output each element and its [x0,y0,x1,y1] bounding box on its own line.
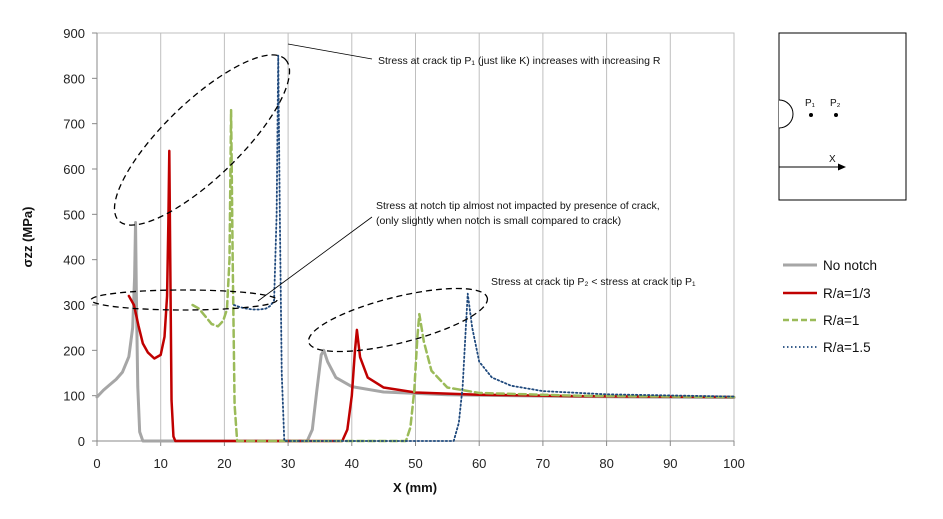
x-axis-title: X (mm) [393,480,437,495]
inset-notch [778,99,794,129]
x-tick-label: 90 [663,456,677,471]
series-line-r-a-1 [191,108,736,443]
legend-label-no-notch: No notch [823,258,877,273]
x-tick-label: 0 [93,456,100,471]
inset-schematic: P₁ P₂ X [778,32,907,201]
annotation-ellipse-crack-tip-p2 [307,287,489,353]
annotation-notch-tip-line1: Stress at notch tip almost not impacted … [376,200,660,212]
series-line-r-a-1-3 [127,149,736,443]
x-tick-label: 10 [153,456,167,471]
inset-arrowhead-icon [838,163,846,171]
x-tick-label: 80 [599,456,613,471]
y-axis-ticks: 0 100 200 300 400 500 600 700 800 900 [63,26,97,449]
x-tick-label: 30 [281,456,295,471]
annotation-crack-tip-p1: Stress at crack tip P₁ (just like K) inc… [378,55,661,67]
y-tick-label: 900 [63,26,85,41]
inset-point-p1 [809,113,813,117]
gridlines [160,33,735,441]
x-tick-label: 60 [472,456,486,471]
x-tick-label: 40 [345,456,359,471]
annotation-ellipse-notch-tip [90,289,278,311]
x-tick-label: 70 [536,456,550,471]
y-tick-label: 800 [63,71,85,86]
y-tick-label: 700 [63,117,85,132]
x-tick-label: 20 [217,456,231,471]
legend-label-r-a-1-5: R/a=1.5 [823,340,871,355]
x-tick-label: 100 [723,456,745,471]
series-line-r-a-1-5 [233,54,735,442]
y-tick-label: 200 [63,343,85,358]
inset-frame [778,32,907,201]
x-tick-label: 50 [408,456,422,471]
y-tick-label: 100 [63,389,85,404]
legend: No notch R/a=1/3 R/a=1 R/a=1.5 [783,258,877,355]
annotation-ellipse-crack-tip-p1 [113,54,291,226]
inset-label-p1: P₁ [805,98,816,109]
annotation-crack-tip-p2: Stress at crack tip P₂ < stress at crack… [491,276,696,288]
y-tick-label: 500 [63,207,85,222]
y-tick-label: 300 [63,298,85,313]
x-axis-ticks: 0 10 20 30 40 50 60 70 80 90 100 [93,441,745,471]
legend-label-r-a-1: R/a=1 [823,313,859,328]
y-tick-label: 600 [63,162,85,177]
y-tick-label: 400 [63,253,85,268]
inset-label-p2: P₂ [830,98,841,109]
inset-label-x: X [829,154,836,165]
y-tick-label: 0 [78,434,85,449]
annotation-notch-tip-line2: (only slightly when notch is small compa… [376,215,621,227]
y-axis-title: σzz (MPa) [20,207,35,268]
inset-point-p2 [834,113,838,117]
series-layer [95,54,736,443]
legend-label-r-a-1-3: R/a=1/3 [823,286,871,301]
annotation-leader-notch-tip [257,216,373,302]
annotation-leader-crack-tip-p1 [287,43,373,60]
